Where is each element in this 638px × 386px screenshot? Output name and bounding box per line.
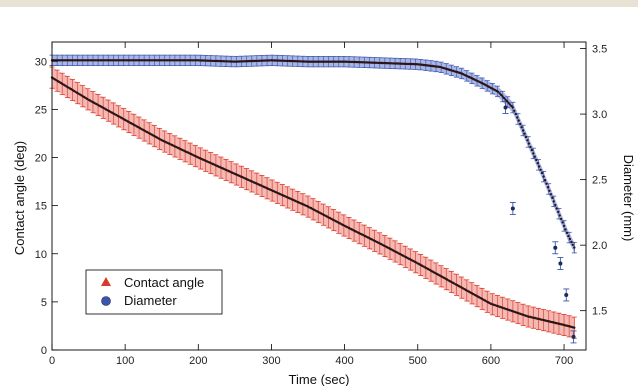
legend: Contact angle Diameter	[85, 269, 223, 315]
data-point	[535, 158, 538, 162]
y-axis-left-title: Contact angle (deg)	[12, 141, 27, 255]
legend-triangle-icon	[101, 277, 111, 286]
data-point	[502, 96, 506, 100]
error-band-diameter	[52, 55, 575, 255]
outlier-point	[558, 261, 563, 266]
data-point	[561, 221, 564, 224]
y-left-tick-label: 10	[35, 249, 47, 261]
y-right-tick-label: 2.0	[592, 240, 607, 252]
top-border-strip	[0, 0, 638, 7]
data-point	[519, 122, 522, 126]
data-point	[510, 104, 513, 108]
outlier-point	[503, 105, 508, 110]
data-point	[564, 228, 567, 231]
data-point	[511, 106, 514, 109]
data-point	[514, 112, 517, 116]
data-point	[529, 145, 532, 149]
y-left-tick-label: 30	[35, 56, 47, 68]
data-point	[538, 165, 541, 168]
data-point	[548, 189, 551, 192]
y-axis-right-title: Diameter (mm)	[621, 155, 636, 242]
y-left-tick-label: 25	[35, 104, 47, 116]
data-point	[558, 214, 561, 217]
data-point	[530, 148, 534, 152]
data-point	[539, 168, 542, 171]
legend-circle-icon	[101, 296, 111, 306]
data-point	[540, 171, 544, 175]
tick-labels: 0 100 200 300 400 500 600 700 0 5 10 15 20 25 30 1.5 2.0…	[35, 44, 608, 367]
data-point	[557, 210, 560, 214]
data-point	[524, 135, 528, 139]
data-point	[554, 203, 557, 207]
data-point	[508, 103, 512, 106]
outlier-point	[571, 334, 576, 339]
data-point	[533, 155, 536, 158]
data-point	[520, 126, 523, 129]
data-point	[527, 142, 531, 145]
data-points	[50, 59, 576, 339]
x-tick-label: 600	[482, 355, 500, 367]
y-left-tick-label: 0	[41, 345, 47, 357]
data-point	[559, 217, 563, 221]
data-point	[517, 119, 520, 122]
data-point	[545, 182, 548, 185]
data-point	[513, 109, 516, 113]
y-left-tick-label: 5	[41, 297, 47, 309]
legend-label-contact-angle: Contact angle	[124, 275, 204, 290]
data-point	[526, 139, 529, 142]
y-left-tick-label: 20	[35, 153, 47, 165]
legend-box	[85, 269, 223, 315]
legend-label-diameter: Diameter	[124, 293, 177, 308]
data-point	[552, 200, 555, 203]
y-right-tick-label: 3.0	[592, 109, 607, 121]
data-point	[507, 101, 510, 105]
outlier-point	[564, 292, 569, 297]
data-point	[499, 93, 503, 97]
data-point	[573, 246, 576, 249]
axes	[51, 41, 587, 351]
data-point	[551, 196, 554, 199]
y-right-tick-label: 2.5	[592, 175, 607, 187]
data-point	[516, 116, 519, 119]
data-point	[573, 326, 576, 329]
data-point	[565, 231, 569, 235]
x-axis-title: Time (sec)	[289, 372, 350, 386]
data-point	[543, 178, 547, 182]
data-point	[546, 186, 550, 189]
plot-frame	[51, 41, 587, 351]
data-point	[504, 98, 507, 101]
outlier-point	[553, 245, 558, 250]
data-point	[562, 224, 566, 228]
x-tick-label: 400	[335, 355, 353, 367]
x-tick-label: 300	[262, 355, 280, 367]
data-point	[549, 193, 553, 196]
y-left-tick-label: 15	[35, 201, 47, 213]
data-point	[536, 162, 539, 165]
x-tick-label: 700	[555, 355, 573, 367]
data-point	[523, 132, 526, 135]
data-point	[567, 234, 570, 238]
data-point	[497, 90, 500, 94]
outlier-point	[510, 206, 515, 211]
x-tick-label: 500	[409, 355, 427, 367]
x-tick-label: 0	[49, 355, 55, 367]
data-point	[498, 92, 501, 95]
y-right-tick-label: 1.5	[592, 306, 607, 318]
y-right-tick-label: 3.5	[592, 44, 607, 56]
data-point	[570, 240, 573, 244]
x-tick-label: 200	[189, 355, 207, 367]
data-point	[532, 152, 535, 155]
data-point	[501, 95, 504, 98]
data-point	[568, 237, 572, 241]
data-point	[542, 175, 545, 178]
data-point	[521, 129, 525, 132]
data-point	[555, 207, 558, 210]
x-tick-label: 100	[116, 355, 134, 367]
data-point	[505, 100, 509, 103]
data-point	[571, 243, 574, 246]
